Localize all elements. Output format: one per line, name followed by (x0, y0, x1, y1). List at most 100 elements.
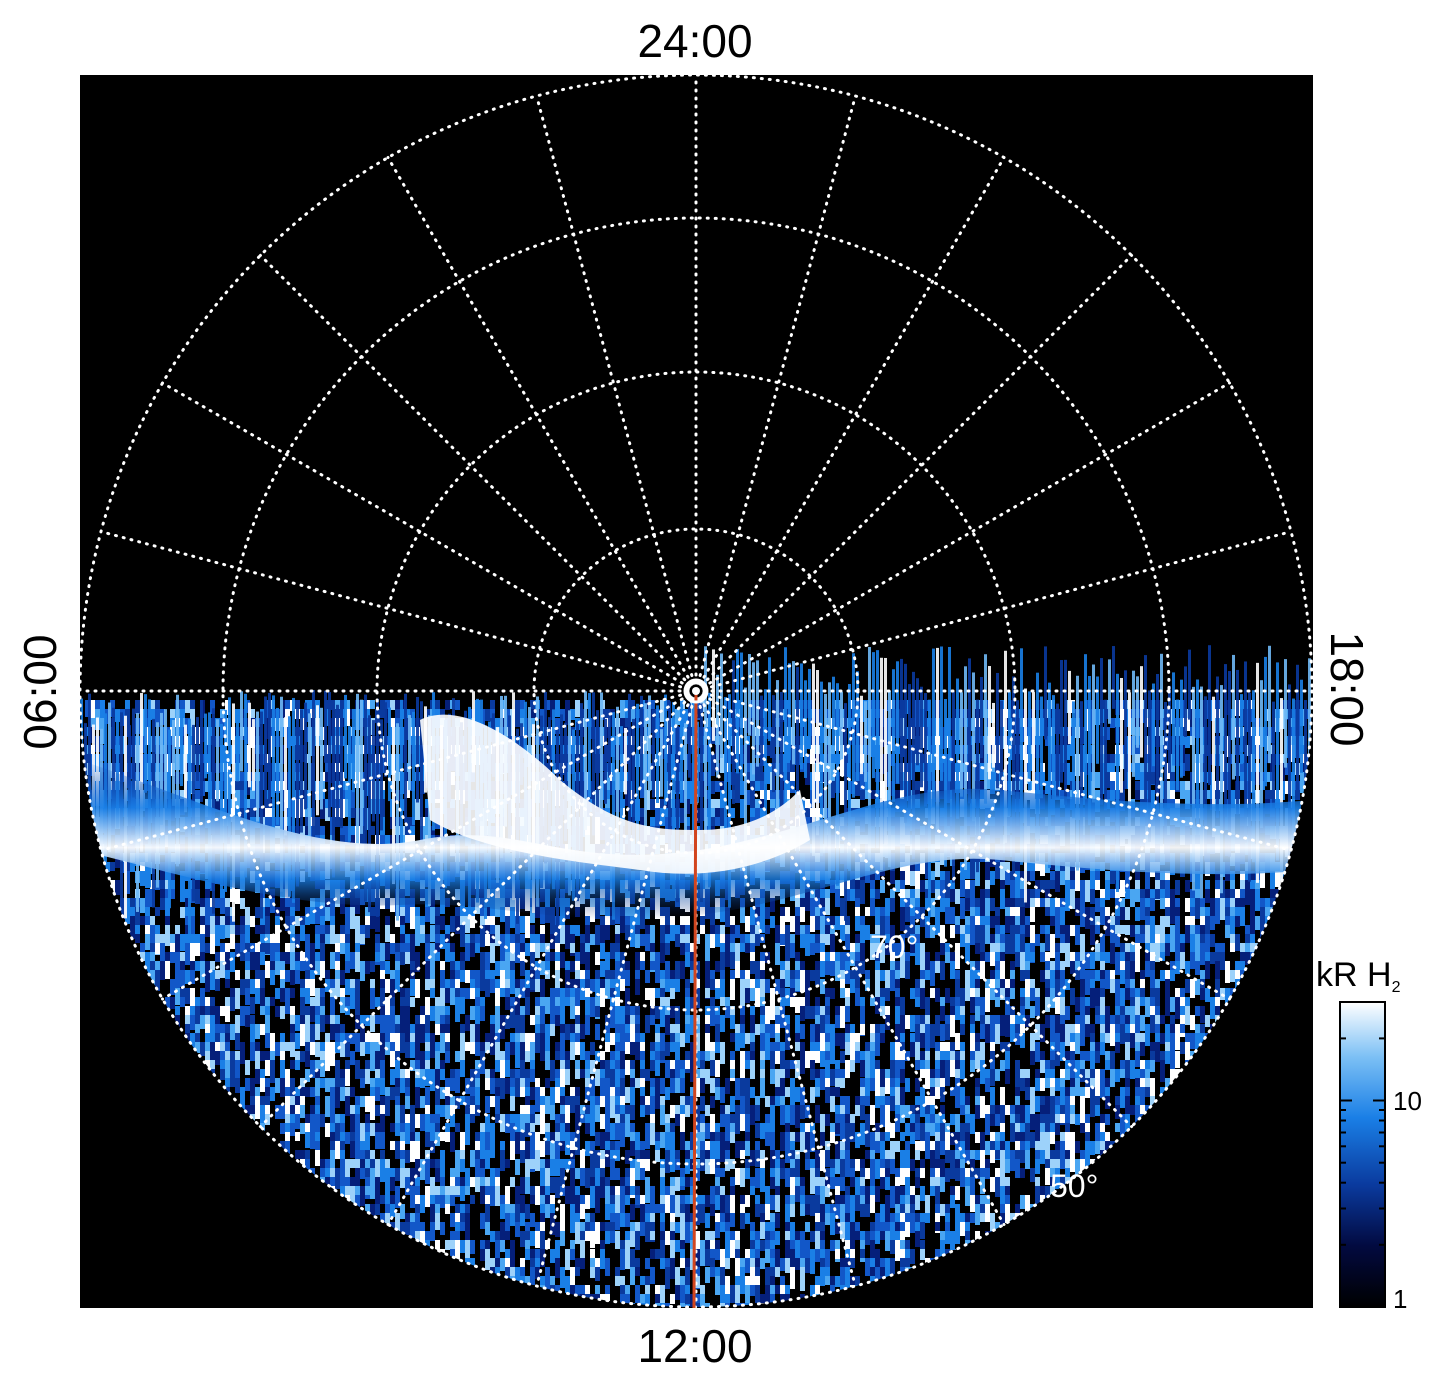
emission-pixel (540, 934, 545, 946)
emission-pixel (895, 970, 900, 979)
emission-pixel (825, 745, 830, 758)
emission-pixel (1040, 1024, 1045, 1042)
emission-pixel (460, 988, 465, 998)
emission-pixel (1250, 925, 1255, 941)
emission-pixel (130, 916, 135, 926)
emission-pixel (885, 916, 890, 925)
emission-pixel (995, 970, 1000, 981)
emission-pixel (585, 700, 590, 709)
emission-pixel (440, 1015, 445, 1024)
emission-pixel (725, 718, 730, 740)
emission-pixel (390, 700, 395, 710)
emission-pixel (425, 997, 430, 1019)
emission-pixel (345, 799, 350, 817)
emission-pixel (725, 952, 730, 967)
emission-pixel (470, 988, 475, 999)
emission-pixel (1120, 988, 1125, 997)
emission-pixel (565, 961, 570, 974)
emission-pixel (845, 880, 850, 895)
emission-pixel (950, 907, 955, 924)
emission-pixel (310, 1024, 315, 1044)
emission-pixel (665, 817, 670, 830)
emission-pixel (460, 1033, 465, 1053)
emission-pixel (1055, 979, 1060, 990)
emission-pixel (725, 763, 730, 773)
emission-pixel (805, 934, 810, 956)
emission-pixel (565, 736, 570, 746)
emission-pixel (210, 1024, 215, 1045)
emission-pixel (1120, 970, 1125, 984)
emission-pixel (390, 1033, 395, 1045)
emission-pixel (620, 979, 625, 991)
emission-pixel (1095, 1006, 1100, 1019)
emission-pixel (570, 961, 575, 972)
emission-pixel (890, 871, 895, 884)
emission-pixel (685, 718, 690, 734)
emission-pixel (640, 817, 645, 832)
emission-pixel (545, 700, 550, 710)
emission-pixel (305, 943, 310, 953)
emission-pixel (980, 925, 985, 938)
emission-pixel (305, 934, 310, 945)
emission-pixel (910, 871, 915, 886)
emission-pixel (915, 997, 920, 1007)
emission-pixel (315, 961, 320, 975)
emission-pixel (530, 700, 535, 716)
emission-pixel (1100, 1015, 1105, 1024)
emission-pixel (955, 916, 960, 930)
emission-pixel (645, 934, 650, 951)
emission-pixel (635, 979, 640, 995)
emission-pixel (150, 916, 155, 927)
emission-pixel (495, 988, 500, 1008)
emission-pixel (200, 1006, 205, 1019)
emission-pixel (1205, 745, 1210, 756)
emission-pixel (340, 898, 345, 914)
emission-pixel (1265, 709, 1270, 721)
emission-pixel (735, 772, 740, 788)
emission-pixel (855, 952, 860, 963)
emission-pixel (560, 1033, 565, 1051)
emission-pixel (230, 925, 235, 941)
emission-pixel (1125, 700, 1130, 715)
emission-pixel (1080, 934, 1085, 952)
emission-pixel (645, 970, 650, 983)
emission-pixel (830, 934, 835, 949)
emission-pixel (775, 1024, 780, 1037)
emission-pixel (685, 943, 690, 952)
emission-pixel (775, 943, 780, 965)
emission-pixel (1155, 889, 1160, 899)
emission-pixel (1215, 907, 1220, 924)
emission-pixel (790, 970, 795, 980)
emission-pixel (1100, 979, 1105, 996)
emission-pixel (215, 916, 220, 926)
emission-pixel (440, 1033, 445, 1053)
emission-pixel (185, 934, 190, 951)
emission-pixel (1090, 889, 1095, 904)
emission-pixel (800, 1006, 805, 1021)
emission-pixel (210, 943, 215, 953)
emission-pixel (880, 997, 885, 1008)
emission-pixel (315, 952, 320, 961)
emission-pixel (1185, 979, 1190, 993)
emission-pixel (575, 700, 580, 717)
emission-pixel (195, 1024, 200, 1036)
emission-pixel (960, 934, 965, 947)
emission-pixel (130, 925, 135, 939)
emission-pixel (1080, 916, 1085, 927)
emission-pixel (745, 934, 750, 944)
emission-pixel (1075, 925, 1080, 945)
emission-pixel (565, 1024, 570, 1040)
emission-pixel (970, 997, 975, 1013)
emission-pixel (340, 970, 345, 985)
emission-pixel (915, 763, 920, 772)
emission-pixel (815, 943, 820, 953)
emission-pixel (750, 907, 755, 919)
emission-pixel (1185, 781, 1190, 796)
emission-pixel (295, 1033, 300, 1049)
emission-pixel (885, 700, 890, 711)
emission-pixel (1025, 1015, 1030, 1027)
emission-pixel (220, 889, 225, 901)
emission-pixel (625, 1024, 630, 1037)
emission-pixel (825, 736, 830, 749)
emission-pixel (135, 934, 140, 943)
